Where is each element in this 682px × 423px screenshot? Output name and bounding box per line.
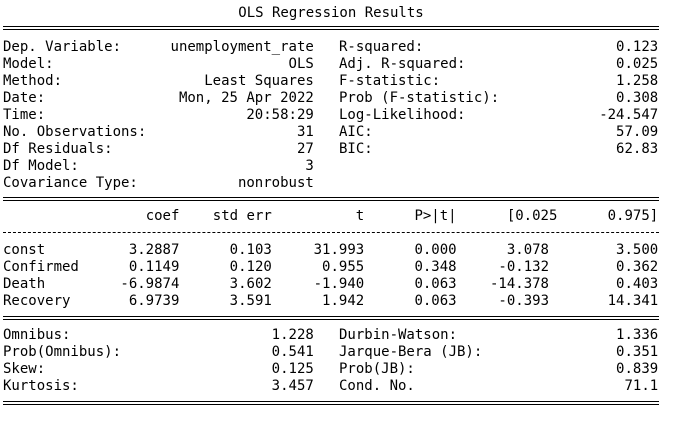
info-value: nonrobust xyxy=(237,175,314,191)
double-separator xyxy=(3,26,659,30)
info-value: Least Squares xyxy=(204,73,314,89)
info-label: Prob (F-statistic): xyxy=(339,90,500,106)
info-value: 0.123 xyxy=(616,39,659,55)
coefficient-cell: 0.403 xyxy=(616,276,659,292)
coefficient-cell: 0.362 xyxy=(616,259,659,275)
info-label: F-statistic: xyxy=(339,73,441,89)
info-label: Date: xyxy=(3,90,46,106)
info-label: Df Residuals: xyxy=(3,141,113,157)
diagnostic-value: 0.125 xyxy=(271,361,314,377)
info-label: No. Observations: xyxy=(3,124,147,140)
diagnostic-value: 3.457 xyxy=(271,378,314,394)
info-value: 3 xyxy=(305,158,314,174)
info-label: Log-Likelihood: xyxy=(339,107,466,123)
diagnostic-label: Skew: xyxy=(3,361,46,377)
row-label: Recovery xyxy=(3,293,71,309)
info-label: R-squared: xyxy=(339,39,424,55)
diagnostic-label: Cond. No. xyxy=(339,378,415,394)
coefficient-cell: 3.500 xyxy=(616,242,659,258)
diagnostic-label: Omnibus: xyxy=(3,327,71,343)
coefficient-cell: -0.132 xyxy=(498,259,549,275)
row-label: Death xyxy=(3,276,46,292)
info-value: unemployment_rate xyxy=(170,39,314,55)
double-separator xyxy=(3,316,659,320)
coefficient-cell: 14.341 xyxy=(607,293,659,309)
diagnostic-label: Durbin-Watson: xyxy=(339,327,458,343)
info-value: Mon, 25 Apr 2022 xyxy=(178,90,314,106)
info-value: OLS xyxy=(288,56,314,72)
double-separator xyxy=(3,197,659,201)
info-value: -24.547 xyxy=(599,107,659,123)
coefficient-cell: -0.393 xyxy=(498,293,549,309)
diagnostic-label: Prob(JB): xyxy=(339,361,415,377)
info-label: Df Model: xyxy=(3,158,79,174)
title: OLS Regression Results xyxy=(238,5,424,21)
coefficient-cell: 31.993 xyxy=(313,242,365,258)
diagnostic-label: Prob(Omnibus): xyxy=(3,344,122,360)
diagnostic-value: 0.839 xyxy=(616,361,659,377)
info-label: BIC: xyxy=(339,141,373,157)
column-header: std err xyxy=(212,208,272,224)
diagnostic-label: Kurtosis: xyxy=(3,378,79,394)
diagnostic-label: Jarque-Bera (JB): xyxy=(339,344,483,360)
info-value: 0.025 xyxy=(616,56,659,72)
coefficient-cell: 3.591 xyxy=(229,293,272,309)
coefficient-cell: 3.602 xyxy=(229,276,272,292)
column-header: P>|t| xyxy=(414,208,457,224)
diagnostic-value: 0.351 xyxy=(616,344,659,360)
dashed-separator xyxy=(3,232,659,233)
coefficient-cell: 6.9739 xyxy=(128,293,180,309)
coefficient-cell: 0.120 xyxy=(229,259,272,275)
row-label: const xyxy=(3,242,46,258)
info-value: 0.308 xyxy=(616,90,659,106)
coefficient-cell: 0.063 xyxy=(414,276,457,292)
info-label: Adj. R-squared: xyxy=(339,56,466,72)
info-value: 1.258 xyxy=(616,73,659,89)
info-value: 20:58:29 xyxy=(246,107,314,123)
coefficient-cell: 3.078 xyxy=(506,242,549,258)
column-header: 0.975] xyxy=(607,208,659,224)
info-label: Dep. Variable: xyxy=(3,39,122,55)
info-label: Time: xyxy=(3,107,46,123)
coefficient-cell: 0.348 xyxy=(414,259,457,275)
coefficient-cell: 0.063 xyxy=(414,293,457,309)
diagnostic-value: 1.336 xyxy=(616,327,659,343)
info-value: 57.09 xyxy=(616,124,659,140)
coefficient-cell: 0.000 xyxy=(414,242,457,258)
double-separator xyxy=(3,401,659,405)
coefficient-cell: -14.378 xyxy=(489,276,549,292)
diagnostic-value: 1.228 xyxy=(271,327,314,343)
info-value: 27 xyxy=(296,141,314,157)
info-label: Method: xyxy=(3,73,63,89)
coefficient-cell: 0.103 xyxy=(229,242,272,258)
info-label: AIC: xyxy=(339,124,373,140)
row-label: Confirmed xyxy=(3,259,79,275)
column-header: t xyxy=(355,208,365,224)
info-value: 31 xyxy=(296,124,314,140)
coefficient-cell: 0.955 xyxy=(322,259,365,275)
column-header: [0.025 xyxy=(506,208,558,224)
coefficient-cell: 3.2887 xyxy=(128,242,180,258)
diagnostic-value: 71.1 xyxy=(624,378,659,394)
column-header: coef xyxy=(145,208,180,224)
diagnostic-value: 0.541 xyxy=(271,344,314,360)
info-value: 62.83 xyxy=(616,141,659,157)
info-label: Covariance Type: xyxy=(3,175,138,191)
info-label: Model: xyxy=(3,56,54,72)
coefficient-cell: 1.942 xyxy=(322,293,365,309)
coefficient-cell: -6.9874 xyxy=(120,276,180,292)
coefficient-cell: 0.1149 xyxy=(128,259,180,275)
coefficient-cell: -1.940 xyxy=(313,276,365,292)
